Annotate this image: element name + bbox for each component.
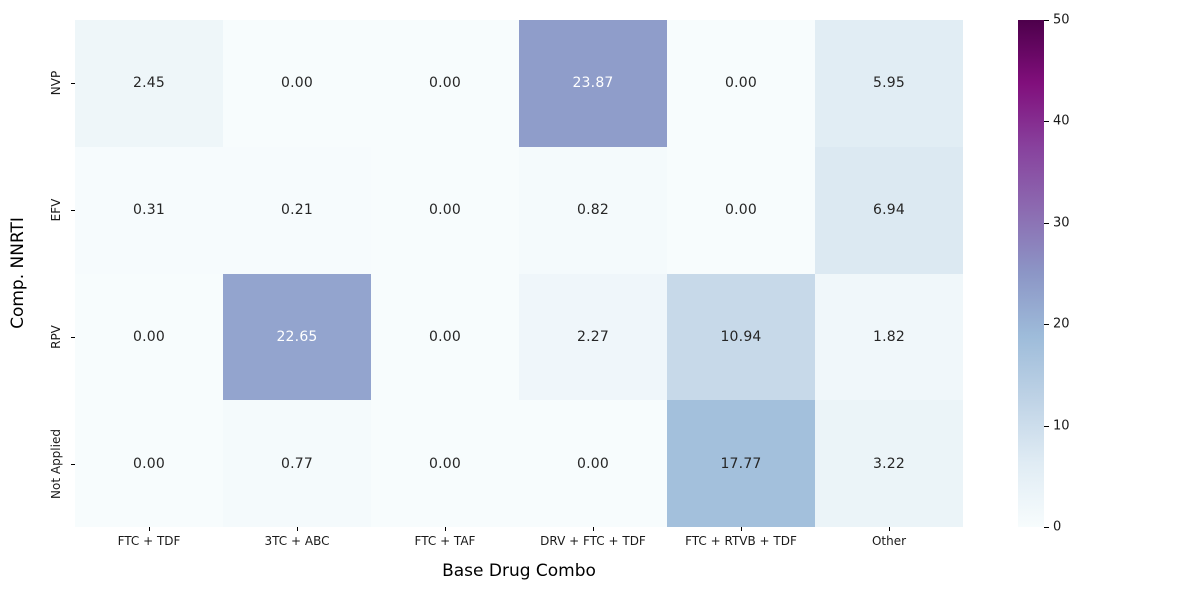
cell-value: 2.27 <box>577 328 609 345</box>
heatmap-cell: 0.00 <box>667 20 815 147</box>
heatmap-cell: 0.00 <box>519 400 667 527</box>
cell-value: 5.95 <box>873 75 905 92</box>
heatmap-cell: 23.87 <box>519 20 667 147</box>
x-tick-label: Other <box>871 534 907 548</box>
colorbar-tick-mark <box>1044 527 1049 528</box>
heatmap-cell: 2.27 <box>519 273 667 401</box>
cell-value: 0.00 <box>429 75 461 92</box>
cell-value: 17.77 <box>720 455 762 472</box>
cell-value: 0.00 <box>429 202 461 219</box>
cell-value: 2.45 <box>133 75 165 92</box>
cell-value: 0.31 <box>133 202 165 219</box>
heatmap-cell: 0.00 <box>75 400 223 527</box>
heatmap-cell: 17.77 <box>667 400 815 527</box>
heatmap-cell: 3.22 <box>815 400 963 527</box>
heatmap-cell: 0.00 <box>371 273 519 401</box>
y-axis-title: Comp. NNRTI <box>8 217 28 329</box>
heatmap-cell: 0.21 <box>223 146 371 274</box>
colorbar-tick-mark <box>1044 121 1049 123</box>
cell-value: 0.77 <box>281 455 313 472</box>
heatmap-cell: 2.45 <box>75 20 223 147</box>
heatmap-cell: 0.00 <box>371 20 519 147</box>
y-tick-mark <box>71 463 75 465</box>
heatmap-cell: 5.95 <box>815 20 963 147</box>
x-tick-label: DRV + FTC + TDF <box>540 534 646 548</box>
colorbar-tick-label: 30 <box>1053 215 1070 231</box>
cell-value: 0.00 <box>281 75 313 92</box>
cell-value: 0.00 <box>429 455 461 472</box>
heatmap-cell: 10.94 <box>667 273 815 401</box>
colorbar-tick-label: 20 <box>1053 316 1070 332</box>
heatmap-cell: 0.00 <box>667 146 815 274</box>
cell-value: 0.00 <box>577 455 609 472</box>
heatmap-cell: 22.65 <box>223 273 371 401</box>
colorbar-tick-label: 50 <box>1053 12 1070 28</box>
y-tick-label: NVP <box>49 71 63 96</box>
colorbar-tick-mark <box>1044 20 1049 21</box>
cell-value: 0.21 <box>281 202 313 219</box>
heatmap-cell: 0.00 <box>223 20 371 147</box>
heatmap-cell: 0.00 <box>75 273 223 401</box>
colorbar-tick-mark <box>1044 324 1049 326</box>
colorbar-tick-label: 0 <box>1053 519 1062 535</box>
x-tick-mark <box>297 527 298 531</box>
heatmap-cell: 6.94 <box>815 146 963 274</box>
y-tick-label: EFV <box>49 198 63 222</box>
x-tick-label: FTC + TDF <box>117 534 181 548</box>
colorbar-tick-mark <box>1044 425 1049 427</box>
cell-value: 0.00 <box>429 328 461 345</box>
y-tick-mark <box>71 336 75 338</box>
cell-value: 1.82 <box>873 328 905 345</box>
x-axis-title: Base Drug Combo <box>442 561 596 581</box>
cell-value: 22.65 <box>276 328 318 345</box>
heatmap-cell: 0.77 <box>223 400 371 527</box>
cell-value: 3.22 <box>873 455 905 472</box>
heatmap-cell: 0.82 <box>519 146 667 274</box>
colorbar-tick-label: 40 <box>1053 113 1070 129</box>
y-tick-label: RPV <box>49 324 63 349</box>
cell-value: 0.00 <box>725 75 757 92</box>
cell-value: 0.00 <box>133 328 165 345</box>
cell-value: 0.82 <box>577 202 609 219</box>
x-tick-mark <box>593 527 594 531</box>
x-tick-mark <box>741 527 742 531</box>
y-tick-label: Not Applied <box>49 428 63 499</box>
heatmap-grid: 2.45 0.00 0.00 23.87 0.00 5.95 0.31 0.21 0.00 0.8… <box>75 20 963 527</box>
x-tick-mark <box>889 527 890 531</box>
y-tick-mark <box>71 210 75 212</box>
cell-value: 0.00 <box>133 455 165 472</box>
y-tick-mark <box>71 83 75 85</box>
x-tick-mark <box>445 527 446 531</box>
x-tick-label: 3TC + ABC <box>264 534 330 548</box>
heatmap-cell: 0.00 <box>371 146 519 274</box>
heatmap-cell: 1.82 <box>815 273 963 401</box>
x-tick-mark <box>149 527 150 531</box>
colorbar-tick-label: 10 <box>1053 418 1070 434</box>
x-tick-label: FTC + RTVB + TDF <box>685 534 797 548</box>
colorbar-tick-mark <box>1044 222 1049 224</box>
cell-value: 10.94 <box>720 328 762 345</box>
heatmap-cell: 0.31 <box>75 146 223 274</box>
colorbar <box>1018 20 1044 527</box>
cell-value: 23.87 <box>572 75 614 92</box>
x-tick-label: FTC + TAF <box>414 534 476 548</box>
cell-value: 0.00 <box>725 202 757 219</box>
heatmap-cell: 0.00 <box>371 400 519 527</box>
cell-value: 6.94 <box>873 202 905 219</box>
